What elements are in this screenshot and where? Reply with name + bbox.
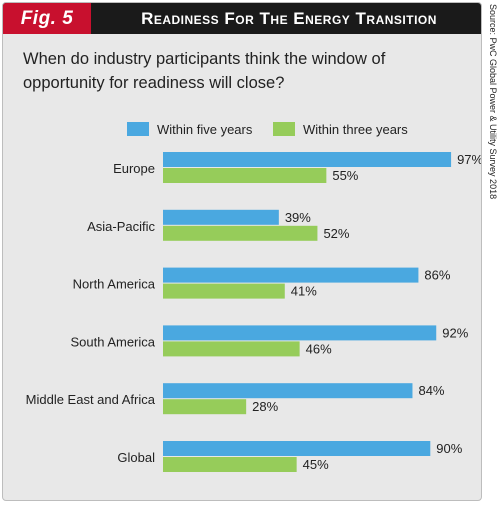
figure-header: Fig. 5 Readiness For The Energy Transiti…: [3, 3, 481, 34]
value-label-three-years-asia-pacific: 52%: [323, 226, 349, 241]
category-label-asia-pacific: Asia-Pacific: [87, 219, 155, 234]
value-label-five-years-middle-east-and-africa: 84%: [418, 383, 444, 398]
chart-question: When do industry participants think the …: [23, 50, 386, 92]
figure-badge: Fig. 5: [3, 3, 91, 34]
value-label-three-years-south-america: 46%: [306, 341, 332, 356]
value-label-five-years-europe: 97%: [457, 152, 481, 167]
value-label-five-years-south-america: 92%: [442, 325, 468, 340]
category-label-middle-east-and-africa: Middle East and Africa: [26, 392, 156, 407]
figure-panel: Fig. 5 Readiness For The Energy Transiti…: [2, 2, 482, 501]
bar-chart: Europe 97% 55% Asia-Pacific 39% 52% North Amer…: [26, 152, 481, 472]
legend-label-three-years: Within three years: [303, 121, 408, 137]
bar-three-years-global: [163, 457, 297, 472]
category-label-europe: Europe: [113, 161, 155, 176]
bar-five-years-asia-pacific: [163, 209, 279, 225]
category-label-north-america: North America: [73, 277, 156, 292]
value-label-three-years-north-america: 41%: [291, 284, 317, 299]
bar-three-years-south-america: [163, 341, 300, 357]
value-label-three-years-middle-east-and-africa: 28%: [252, 399, 278, 414]
legend-swatch-three-years: [273, 122, 295, 136]
source-note: Source: PwC Global Power & Utility Surve…: [488, 4, 498, 200]
bar-five-years-south-america: [163, 325, 437, 341]
value-label-three-years-europe: 55%: [332, 168, 358, 183]
figure-title: Readiness For The Energy Transition: [141, 9, 437, 28]
bar-five-years-middle-east-and-africa: [163, 383, 413, 399]
bar-three-years-europe: [163, 168, 327, 183]
value-label-five-years-asia-pacific: 39%: [285, 210, 311, 225]
bar-three-years-north-america: [163, 283, 285, 299]
category-label-south-america: South America: [70, 334, 155, 349]
value-label-five-years-global: 90%: [436, 441, 462, 456]
bar-three-years-middle-east-and-africa: [163, 399, 247, 415]
legend-item-three-years: Within three years: [273, 121, 408, 137]
bar-three-years-asia-pacific: [163, 225, 318, 241]
value-label-three-years-global: 45%: [303, 457, 329, 472]
bar-five-years-europe: [163, 152, 452, 167]
value-label-five-years-north-america: 86%: [424, 268, 450, 283]
bar-five-years-north-america: [163, 267, 419, 283]
legend-item-five-years: Within five years: [127, 121, 252, 137]
legend-label-five-years: Within five years: [157, 121, 253, 137]
category-label-global: Global: [117, 450, 155, 465]
legend-swatch-five-years: [127, 122, 149, 136]
bar-five-years-global: [163, 441, 431, 456]
